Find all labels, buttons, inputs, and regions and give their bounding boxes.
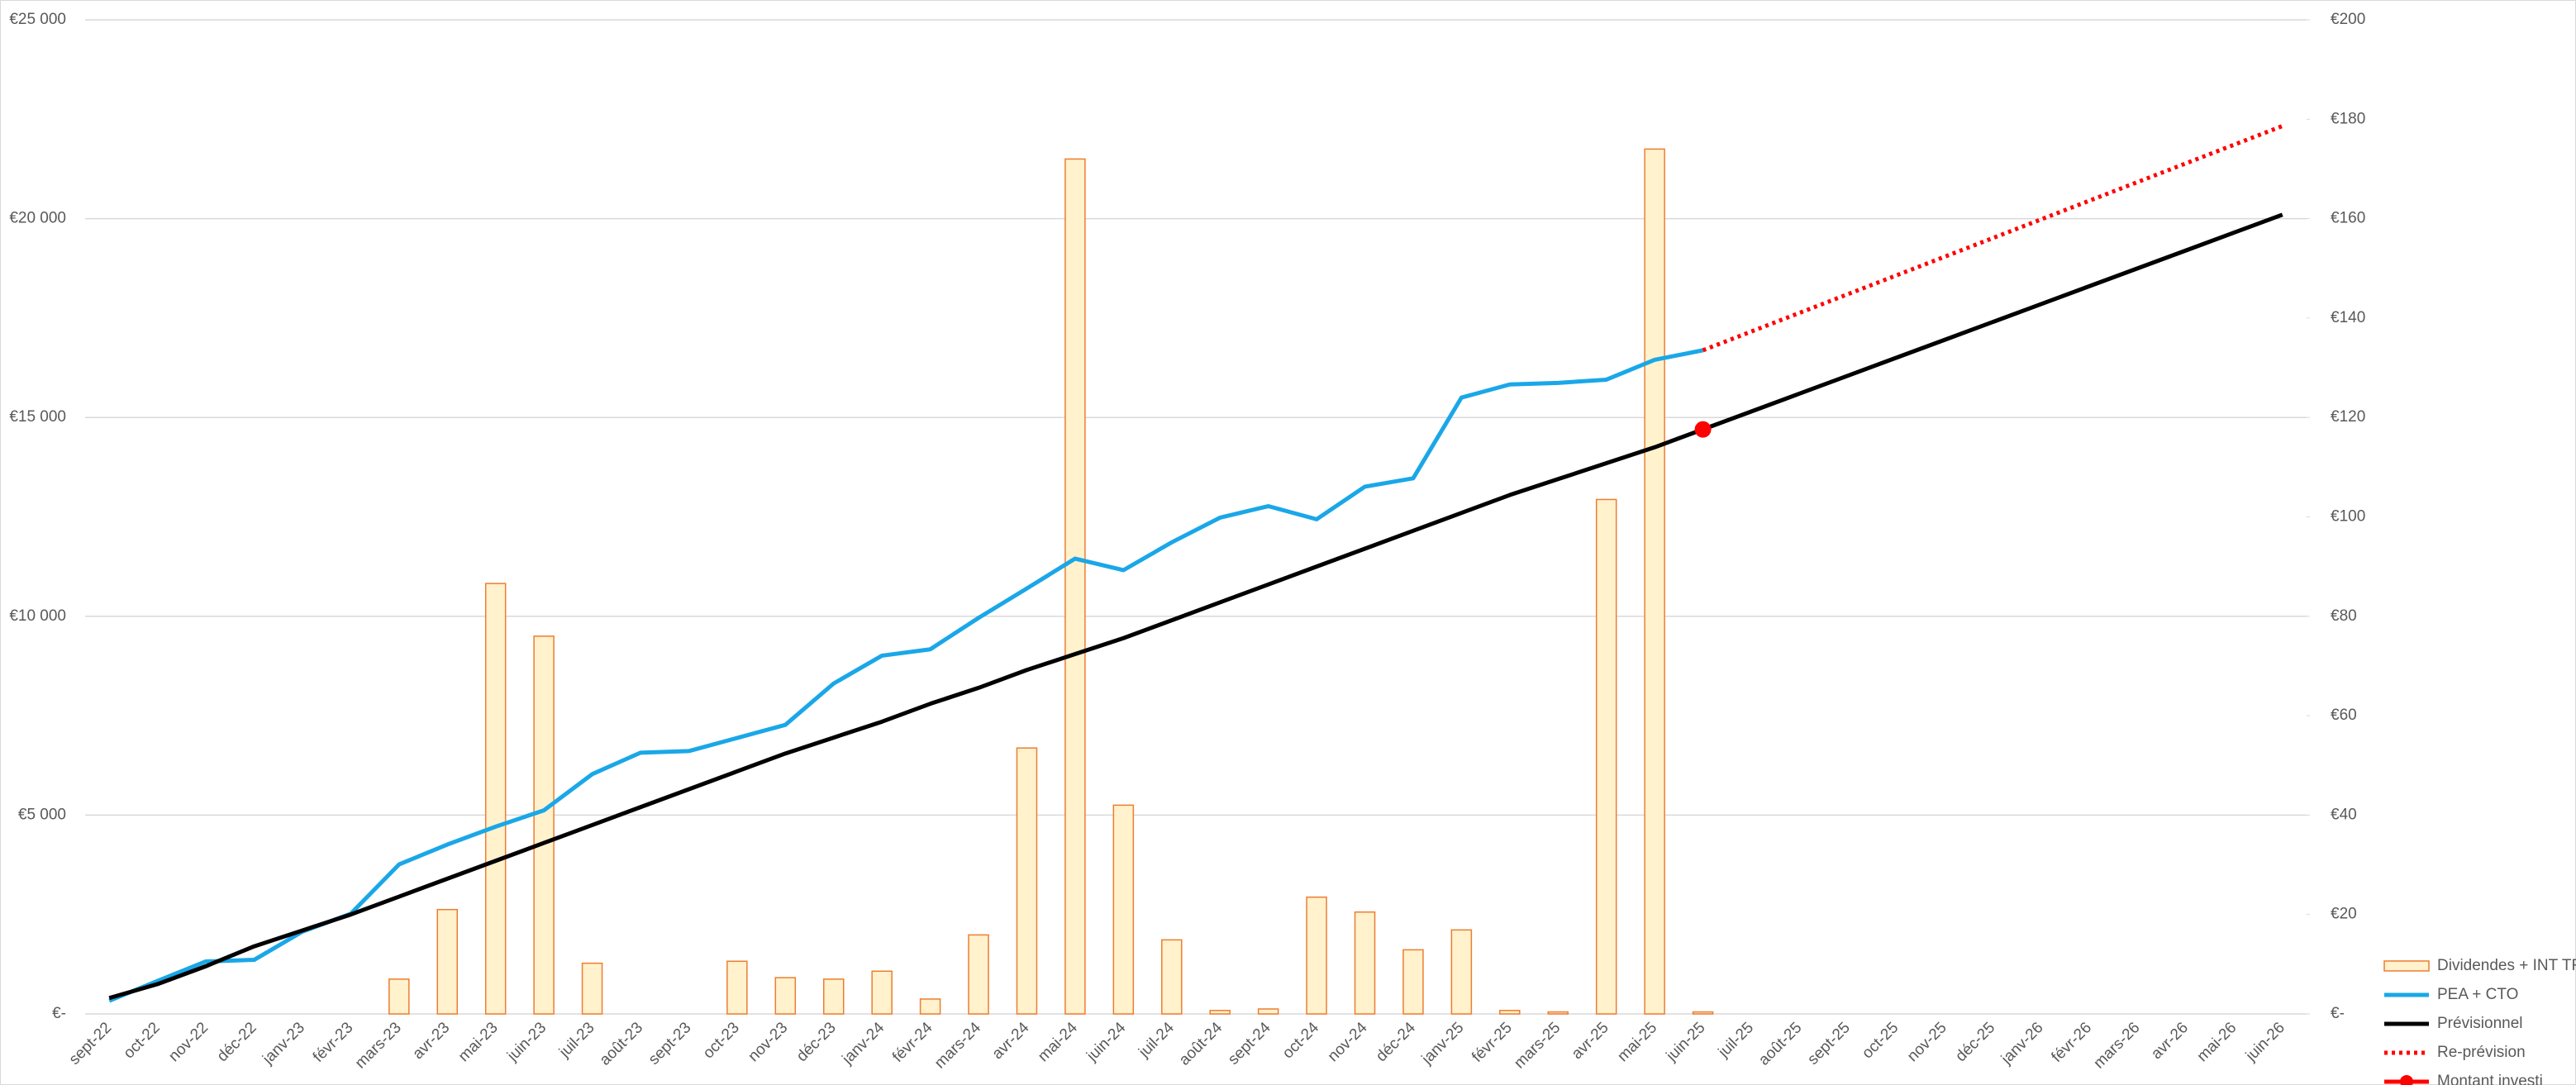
legend-label: Montant investi — [2437, 1073, 2543, 1085]
bar — [1499, 1010, 1521, 1015]
bar — [919, 998, 941, 1015]
y2-tick-label: €120 — [2331, 408, 2365, 426]
y2-tick-label: €160 — [2331, 210, 2365, 227]
bar — [1450, 929, 1473, 1015]
y2-tick-label: €80 — [2331, 607, 2357, 625]
marker — [1694, 421, 1712, 438]
y-tick-label: €5 000 — [18, 806, 66, 823]
y2-tick-label: €- — [2331, 1005, 2345, 1022]
y-tick-label: €25 000 — [9, 11, 66, 28]
bar — [484, 583, 507, 1015]
y-tick-label: €10 000 — [9, 607, 66, 625]
bar — [968, 934, 989, 1015]
bar — [1595, 498, 1617, 1015]
bar — [1064, 158, 1086, 1015]
bar — [1354, 911, 1376, 1015]
bar — [1209, 1010, 1231, 1015]
bar — [774, 977, 797, 1015]
bar — [436, 908, 459, 1015]
bar — [871, 970, 893, 1015]
bar — [533, 635, 555, 1015]
bar — [1112, 804, 1135, 1015]
bar — [726, 960, 748, 1015]
bar — [822, 978, 845, 1015]
legend-label: PEA + CTO — [2437, 986, 2518, 1003]
y2-tick-label: €100 — [2331, 508, 2365, 526]
bar — [388, 978, 410, 1015]
y2-tick-label: €140 — [2331, 309, 2365, 326]
line — [108, 212, 2283, 1001]
y2-tick-label: €40 — [2331, 806, 2357, 823]
bar — [1644, 148, 1665, 1015]
legend-label: Dividendes + INT TR — [2437, 957, 2576, 974]
bar — [1306, 896, 1327, 1015]
legend-label: Prévisionnel — [2437, 1015, 2523, 1032]
y2-tick-label: €20 — [2331, 906, 2357, 923]
legend-swatch — [2383, 960, 2430, 972]
y2-tick-label: €60 — [2331, 707, 2357, 724]
bar — [1161, 939, 1183, 1015]
y-tick-label: €20 000 — [9, 210, 66, 227]
y2-tick-label: €180 — [2331, 110, 2365, 127]
bar — [1547, 1011, 1569, 1015]
bar — [1402, 949, 1424, 1015]
bar — [1016, 747, 1038, 1015]
bar — [1257, 1008, 1279, 1015]
bar — [581, 962, 603, 1015]
bar — [1692, 1011, 1714, 1015]
y-tick-label: €- — [52, 1005, 66, 1022]
legend-label: Re-prévision — [2437, 1044, 2526, 1061]
line — [108, 348, 1704, 1003]
legend-marker — [2400, 1074, 2413, 1085]
y2-tick-label: €200 — [2331, 11, 2365, 28]
y-tick-label: €15 000 — [9, 408, 66, 426]
